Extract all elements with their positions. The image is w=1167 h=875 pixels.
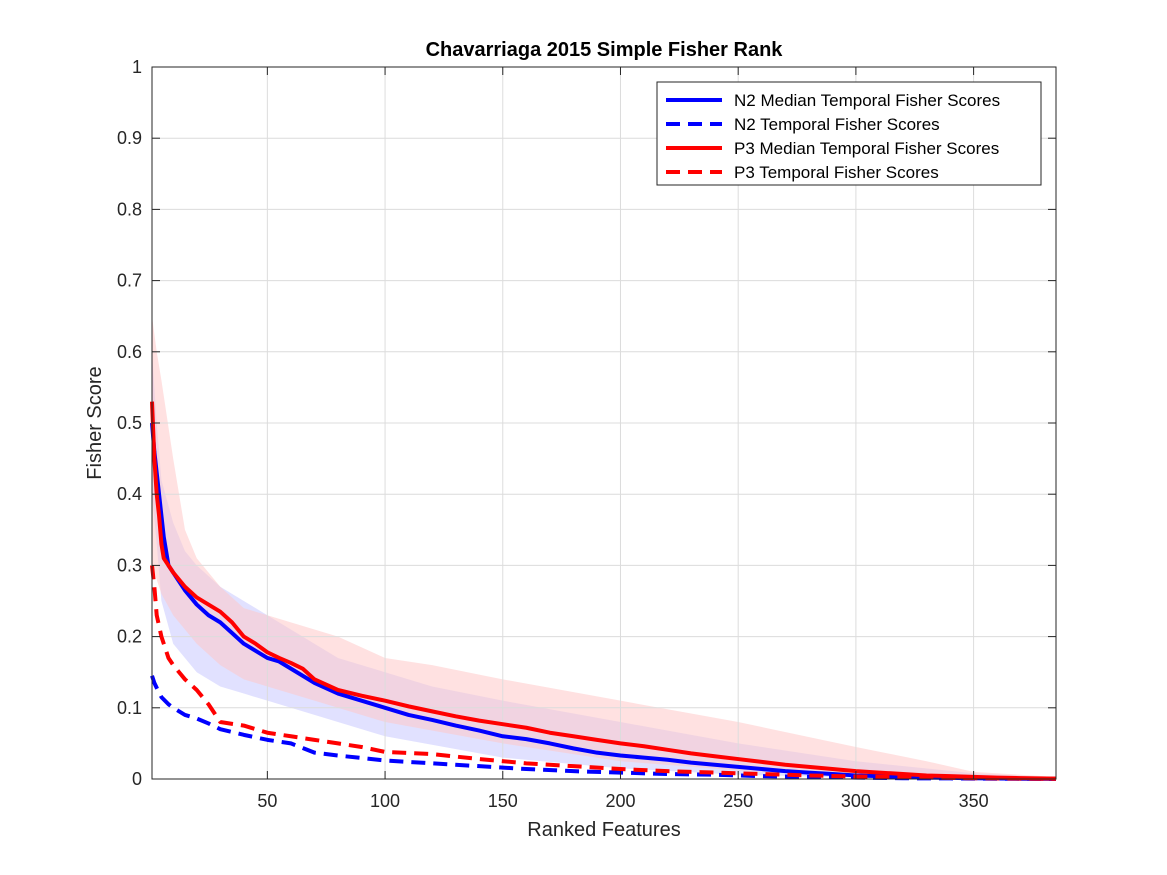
x-tick-label: 50 [257, 791, 277, 811]
y-tick-label: 0.1 [117, 698, 142, 718]
x-tick-label: 100 [370, 791, 400, 811]
x-axis-label: Ranked Features [527, 819, 680, 841]
x-tick-label: 200 [605, 791, 635, 811]
y-tick-label: 0.6 [117, 342, 142, 362]
y-tick-label: 1 [132, 57, 142, 77]
ticks-layer: 50 100 150 200 250 300 350 0 0.1 0.2 0.3 0.4 0.5 0.6 0… [117, 57, 1056, 811]
y-tick-label: 0.3 [117, 555, 142, 575]
legend-label-0: N2 Median Temporal Fisher Scores [734, 91, 1000, 110]
series-line-3 [150, 565, 1057, 781]
bands-layer [152, 316, 1056, 779]
y-tick-label: 0.7 [117, 271, 142, 291]
y-tick-label: 0.9 [117, 128, 142, 148]
legend-label-1: N2 Temporal Fisher Scores [734, 115, 940, 134]
x-tick-label: 350 [959, 791, 989, 811]
series-layer [150, 401, 1057, 781]
chart-title: Chavarriaga 2015 Simple Fisher Rank [426, 39, 784, 61]
band-1 [152, 316, 1056, 779]
y-tick-label: 0 [132, 769, 142, 789]
legend: N2 Median Temporal Fisher Scores N2 Tempo… [656, 81, 1042, 186]
legend-label-2: P3 Median Temporal Fisher Scores [734, 139, 999, 158]
legend-label-3: P3 Temporal Fisher Scores [734, 163, 939, 182]
series-line-2 [150, 401, 1057, 781]
x-tick-label: 300 [841, 791, 871, 811]
y-tick-label: 0.8 [117, 199, 142, 219]
y-axis-label: Fisher Score [84, 366, 106, 479]
y-tick-label: 0.5 [117, 413, 142, 433]
x-tick-label: 150 [488, 791, 518, 811]
y-tick-label: 0.4 [117, 484, 142, 504]
x-tick-label: 250 [723, 791, 753, 811]
y-tick-label: 0.2 [117, 627, 142, 647]
